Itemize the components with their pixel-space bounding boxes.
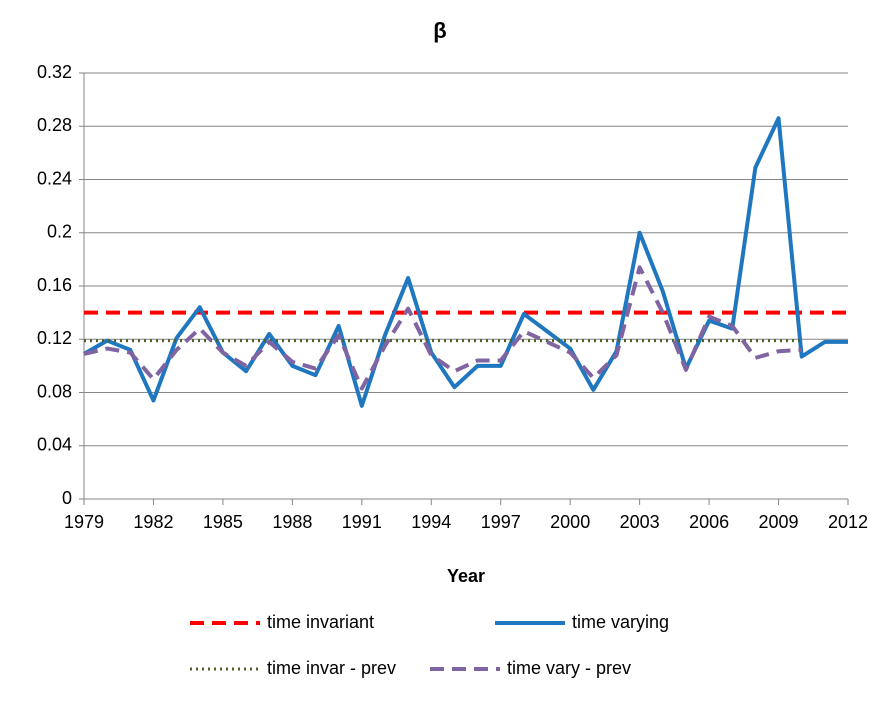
legend-label: time invariant: [267, 612, 374, 632]
x-tick-label: 2003: [620, 512, 660, 532]
series-line: [83, 116, 848, 408]
legend-label: time invar - prev: [267, 658, 396, 678]
y-tick-label: 0.08: [37, 381, 72, 401]
y-tick-label: 0.32: [37, 62, 72, 82]
legend-label: time vary - prev: [507, 658, 631, 678]
x-tick-label: 2000: [550, 512, 590, 532]
y-tick-label: 0.2: [47, 222, 72, 242]
y-tick-label: 0.28: [37, 115, 72, 135]
series-line: [83, 265, 802, 391]
x-tick-label: 1988: [272, 512, 312, 532]
x-tick-label: 1991: [342, 512, 382, 532]
x-axis-title: Year: [447, 566, 485, 586]
x-tick-label: 1997: [481, 512, 521, 532]
x-tick-label: 1979: [64, 512, 104, 532]
y-tick-label: 0.24: [37, 168, 72, 188]
legend-label: time varying: [572, 612, 669, 632]
x-tick-label: 2006: [689, 512, 729, 532]
chart-title: β: [433, 18, 446, 43]
x-tick-label: 1985: [203, 512, 243, 532]
y-tick-label: 0.16: [37, 275, 72, 295]
y-tick-label: 0.04: [37, 435, 72, 455]
x-tick-label: 1994: [411, 512, 451, 532]
y-tick-label: 0.12: [37, 328, 72, 348]
x-tick-label: 1982: [133, 512, 173, 532]
x-tick-label: 2012: [828, 512, 868, 532]
x-tick-label: 2009: [759, 512, 799, 532]
y-tick-label: 0: [62, 488, 72, 508]
